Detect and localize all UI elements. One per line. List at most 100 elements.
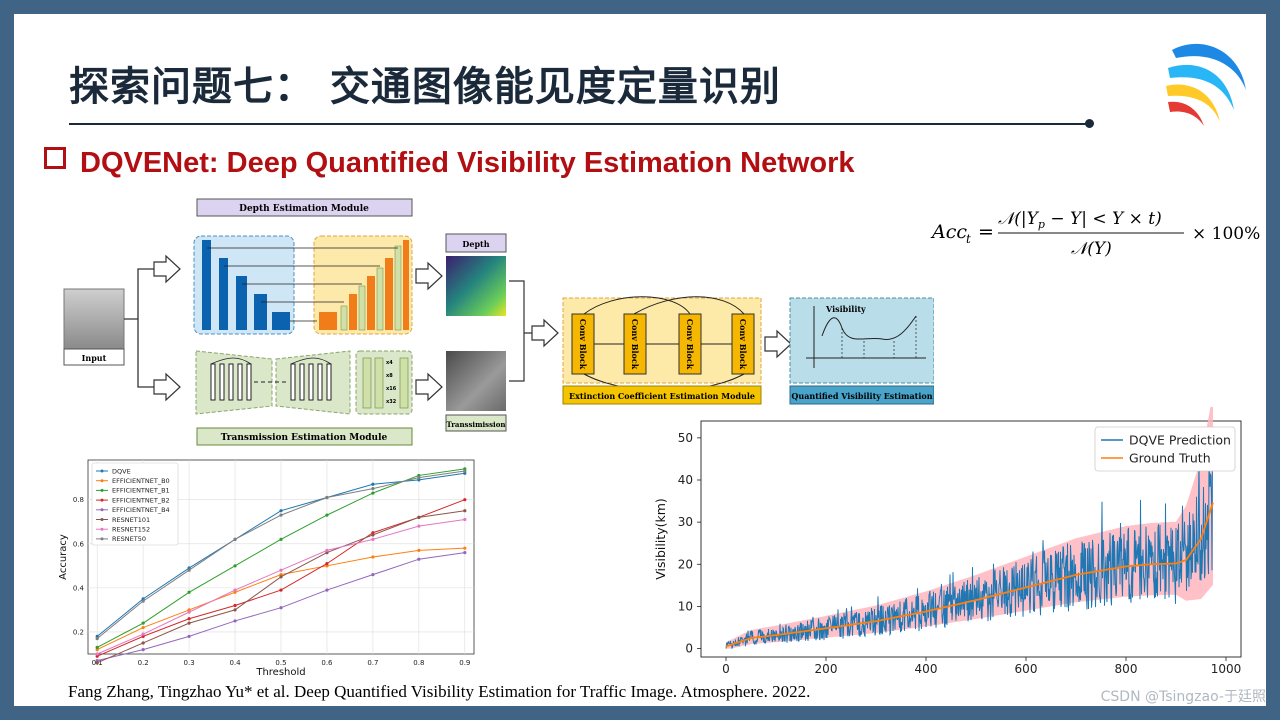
- accuracy-legend: DQVEEFFICIENTNET_B0EFFICIENTNET_B1EFFICI…: [91, 462, 179, 546]
- accuracy-point: [95, 659, 99, 663]
- accuracy-y-tick: 0.6: [73, 540, 85, 548]
- accuracy-point: [417, 515, 421, 519]
- visibility-y-tick: 50: [678, 431, 693, 445]
- scale-label-x4: x4: [386, 360, 393, 366]
- accuracy-point: [325, 548, 329, 552]
- accuracy-point: [279, 575, 283, 579]
- accuracy-point: [141, 597, 145, 601]
- accuracy-y-tick: 0.8: [73, 496, 84, 504]
- visibility-label: Visibility: [825, 304, 866, 314]
- accuracy-point: [463, 498, 467, 502]
- accuracy-point: [141, 621, 145, 625]
- transmission-block-1: [195, 350, 273, 415]
- accuracy-legend-label: RESNET50: [112, 535, 146, 543]
- depth-map: [446, 256, 506, 316]
- formula-lhs-sub: t: [966, 232, 971, 246]
- quantified-module-header: [789, 385, 934, 405]
- accuracy-point: [141, 634, 145, 638]
- accuracy-point: [463, 469, 467, 473]
- accuracy-x-tick: 0.7: [367, 659, 378, 667]
- formula-equals: =: [978, 221, 994, 243]
- transmission-module-header: [196, 427, 413, 446]
- accuracy-point: [417, 478, 421, 482]
- accuracy-point: [417, 476, 421, 480]
- visibility-x-tick: 0: [722, 662, 730, 676]
- input-label: Input: [82, 353, 107, 363]
- accuracy-x-label: Threshold: [255, 667, 305, 676]
- accuracy-point: [417, 557, 421, 561]
- accuracy-point: [371, 531, 375, 535]
- accuracy-point: [279, 588, 283, 592]
- accuracy-point: [325, 562, 329, 566]
- accuracy-point: [233, 537, 237, 541]
- accuracy-point: [187, 608, 191, 612]
- accuracy-legend-label: RESNET152: [112, 526, 150, 534]
- input-image: [63, 288, 125, 350]
- accuracy-point: [95, 654, 99, 658]
- visibility-x-tick: 1000: [1211, 662, 1242, 676]
- accuracy-point: [463, 467, 467, 471]
- accuracy-legend-marker: [100, 479, 104, 483]
- visibility-y-tick: 40: [678, 473, 693, 487]
- accuracy-legend-marker: [100, 518, 104, 521]
- accuracy-point: [187, 568, 191, 572]
- visibility-legend-label: DQVE Prediction: [1129, 433, 1231, 448]
- accuracy-point: [325, 495, 329, 500]
- scale-label-x16: x16: [386, 386, 397, 392]
- accuracy-point: [95, 652, 99, 656]
- accuracy-y-tick: 0.4: [73, 584, 85, 592]
- accuracy-x-tick: 0.5: [275, 659, 286, 667]
- scale-label-x32: x32: [386, 399, 397, 405]
- accuracy-legend-marker: [100, 469, 104, 473]
- accuracy-x-tick: 0.8: [413, 659, 424, 667]
- extinction-module-label: Extinction Coefficient Estimation Module: [569, 391, 755, 401]
- conv-block-label-2: Conv Block: [630, 319, 640, 370]
- accuracy-y-tick: 0.2: [73, 628, 84, 636]
- accuracy-point: [187, 590, 191, 594]
- accuracy-legend-label: EFFICIENTNET_B0: [112, 477, 170, 485]
- conv-block-label-3: Conv Block: [685, 319, 695, 370]
- visibility-truth-line: [725, 502, 1214, 648]
- accuracy-point: [233, 588, 237, 592]
- section-heading-text: DQVENet: Deep Quantified Visibility Esti…: [80, 147, 855, 179]
- accuracy-point: [187, 634, 191, 638]
- accuracy-point: [233, 590, 237, 594]
- extinction-module-header: [562, 385, 762, 405]
- accuracy-point: [279, 573, 283, 577]
- accuracy-point: [371, 533, 375, 537]
- accuracy-point: [463, 517, 467, 522]
- visibility-y-tick: 20: [678, 557, 693, 571]
- visibility-x-tick: 400: [915, 662, 938, 676]
- logo: [1166, 43, 1246, 126]
- visibility-legend-label: Ground Truth: [1129, 451, 1211, 466]
- accuracy-point: [417, 524, 421, 528]
- accuracy-point: [463, 471, 467, 475]
- accuracy-x-tick: 0.9: [459, 659, 470, 667]
- accuracy-legend-marker: [100, 527, 104, 531]
- visibility-y-tick: 10: [678, 599, 693, 613]
- accuracy-legend-label: DQVE: [112, 467, 131, 475]
- accuracy-point: [371, 573, 375, 577]
- visibility-x-label: Index of testing images: [897, 675, 1044, 677]
- accuracy-point: [325, 564, 329, 568]
- accuracy-x-tick: 0.2: [138, 659, 149, 667]
- accuracy-point: [463, 550, 467, 555]
- transmission-label: Transsimission: [447, 420, 506, 429]
- accuracy-point: [233, 608, 237, 612]
- visibility-x-tick: 200: [815, 662, 838, 676]
- watermark: CSDN @Tsingzao-于廷照: [1100, 689, 1266, 705]
- title-rule: [69, 123, 1089, 125]
- citation: Fang Zhang, Tingzhao Yu* et al. Deep Qua…: [68, 682, 811, 701]
- depth-module-label: Depth Estimation Module: [239, 204, 369, 214]
- visibility-prediction-line: [725, 436, 1214, 649]
- accuracy-point: [371, 487, 375, 491]
- accuracy-legend-marker: [100, 488, 104, 492]
- accuracy-legend-label: EFFICIENTNET_B1: [112, 487, 170, 495]
- accuracy-point: [371, 491, 375, 495]
- accuracy-point: [417, 473, 421, 478]
- title-rule-dot: [1085, 119, 1094, 128]
- accuracy-formula: Acc t = 𝒩(|Yp − Y| < Y × t) 𝒩(Y) × 100%: [930, 209, 1260, 259]
- accuracy-point: [233, 564, 237, 568]
- transmission-module-label: Transmission Estimation Module: [221, 433, 388, 443]
- accuracy-chart: 0.10.20.30.40.50.60.70.80.90.20.40.60.8T…: [58, 459, 475, 676]
